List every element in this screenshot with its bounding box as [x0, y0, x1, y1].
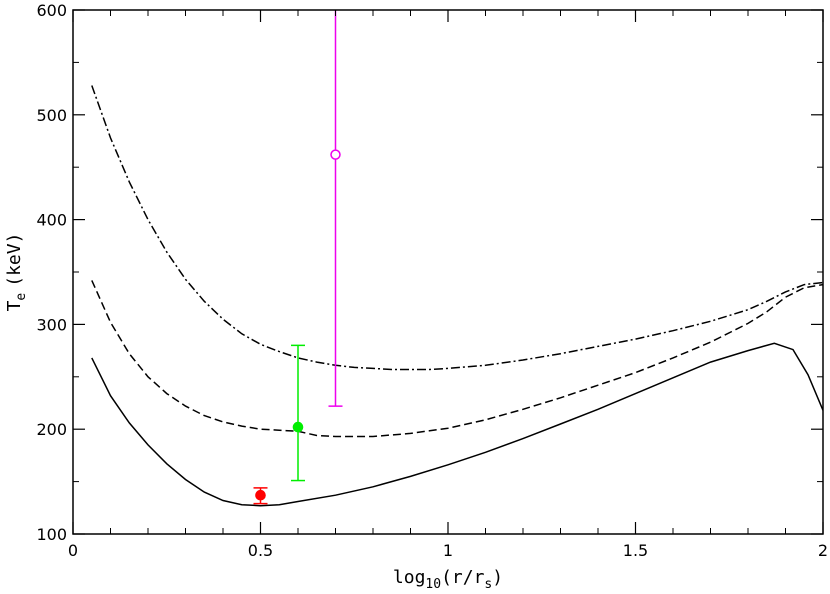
data-point [292, 421, 304, 433]
x-tick-label: 2 [818, 541, 828, 560]
x-tick-label: 0 [68, 541, 78, 560]
data-point [255, 489, 266, 501]
y-tick-label: 200 [36, 420, 67, 439]
series-line-dashed [91, 280, 823, 438]
data-point [330, 149, 341, 160]
plot-frame [72, 9, 824, 535]
x-tick-label: 1.5 [623, 541, 648, 560]
x-tick-label: 1 [443, 541, 453, 560]
y-tick-label: 100 [36, 525, 67, 544]
tick-group [72, 9, 824, 535]
curve-group [91, 85, 823, 507]
y-axis-label: Te(keV) [4, 233, 29, 312]
y-tick-label: 600 [36, 1, 67, 20]
series-line-dash-dot [91, 85, 823, 371]
series-line-solid [91, 342, 823, 507]
y-tick-label: 300 [36, 315, 67, 334]
y-tick-label: 400 [36, 211, 67, 230]
x-tick-label: 0.5 [248, 541, 273, 560]
y-tick-label: 500 [36, 106, 67, 125]
tick-label-group: 0 0.5 1 1.5 2 100 200 300 400 500 600 [36, 1, 828, 560]
error-point-group [253, 10, 343, 505]
x-axis-label: log10(r/rs) [393, 567, 503, 592]
